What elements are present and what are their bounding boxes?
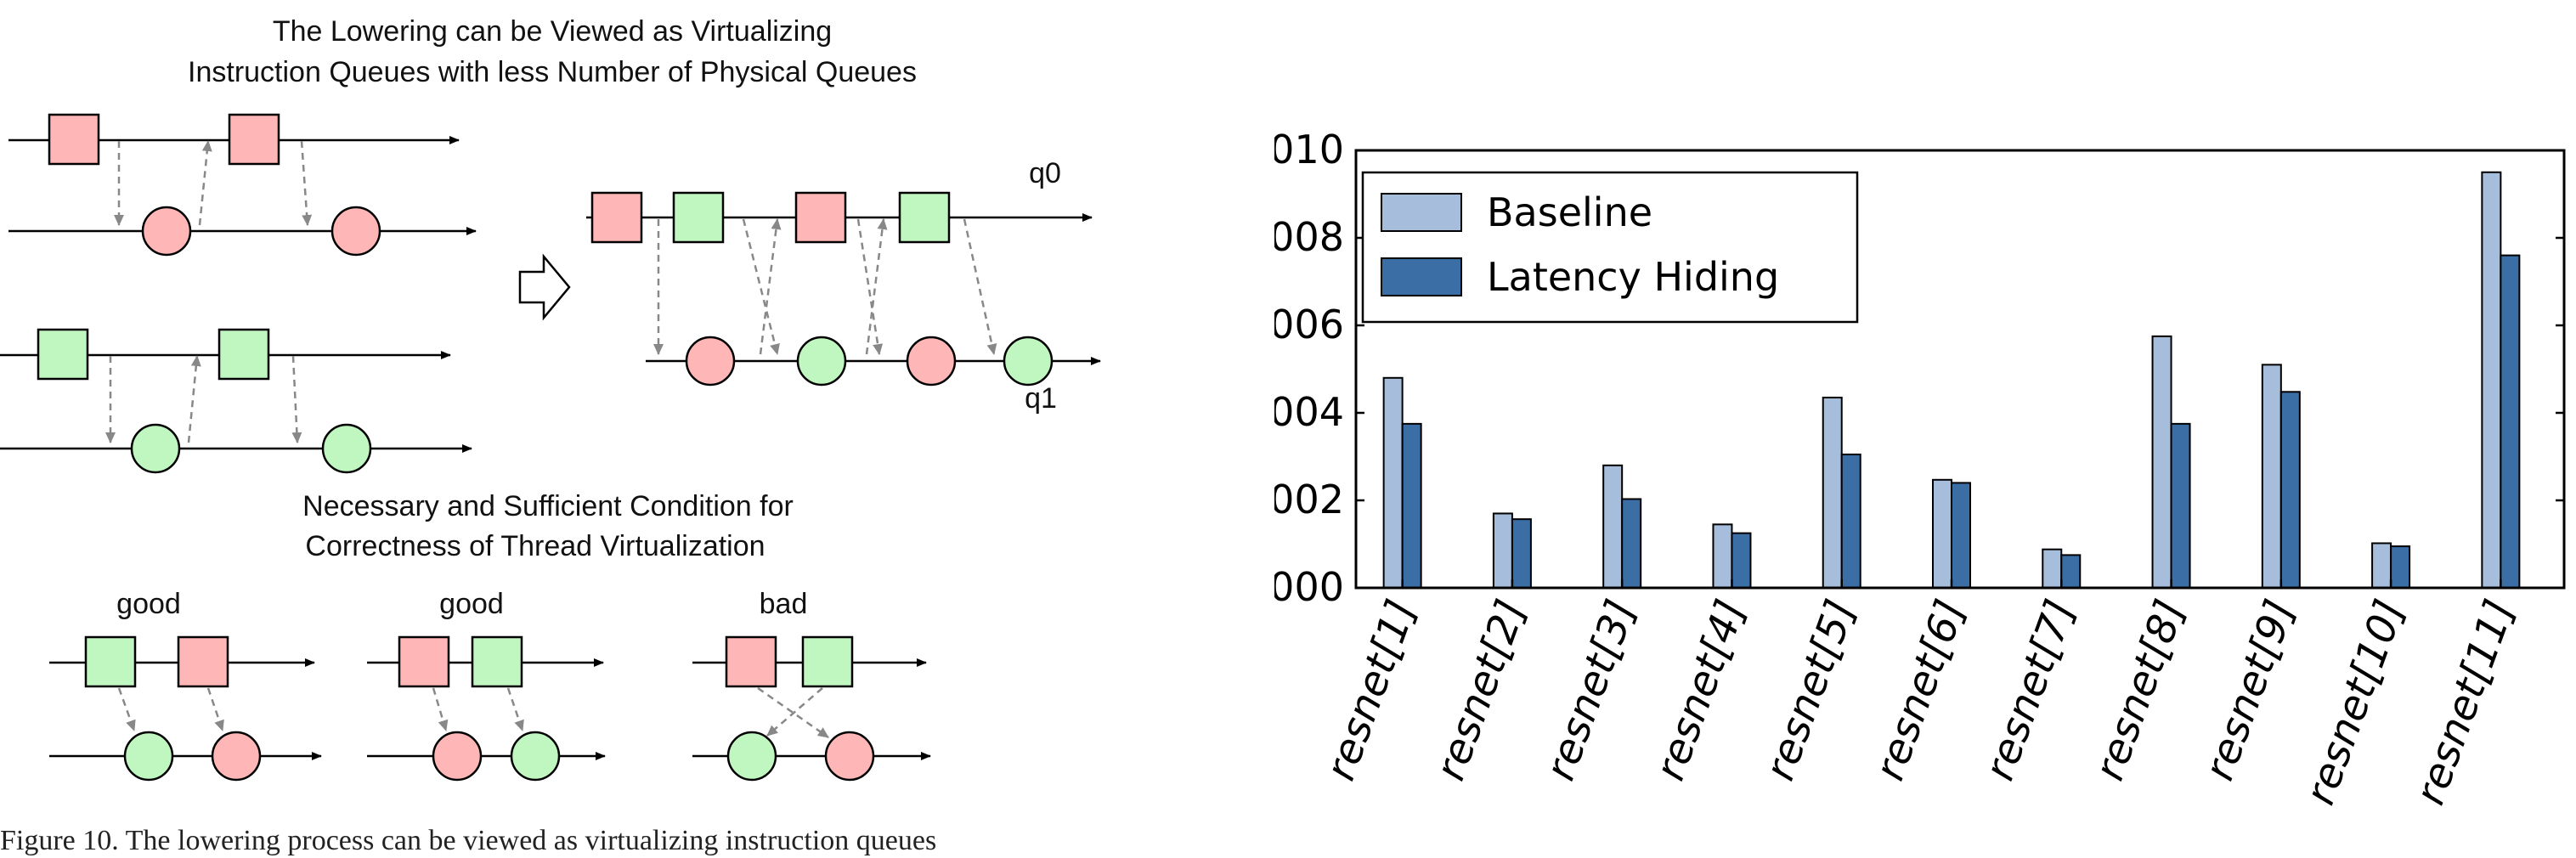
legend-swatch — [1381, 193, 1462, 232]
legend-swatch — [1381, 257, 1462, 296]
y-tick-label: 0.002 — [1274, 477, 1344, 522]
case-label-bad: bad — [760, 588, 808, 620]
bar-baseline — [1822, 396, 1843, 589]
diagram-title-line1: The Lowering can be Viewed as Virtualizi… — [273, 15, 832, 48]
instruction-circle-red — [685, 336, 736, 387]
instruction-circle-red — [906, 336, 957, 387]
instruction-circle-green — [130, 423, 181, 474]
x-tick-label: resnet[7] — [1975, 594, 2084, 787]
dependency-arrows — [105, 355, 302, 443]
y-tick-label: 0.010 — [1274, 127, 1344, 172]
bar-baseline — [1382, 376, 1404, 589]
x-tick-label: resnet[11] — [2406, 594, 2524, 811]
y-tick-label: 0.004 — [1274, 389, 1344, 435]
dependency-arrows — [114, 140, 313, 226]
instruction-square-red — [228, 113, 280, 166]
transform-arrow-icon — [518, 253, 571, 321]
legend-label: Baseline — [1487, 189, 1652, 235]
queue-label-q1: q1 — [1025, 382, 1057, 415]
instruction-square-red — [398, 635, 450, 688]
instruction-circle-green — [796, 336, 847, 387]
bar-latency-hiding — [2390, 545, 2411, 590]
bar-latency-hiding — [2500, 254, 2521, 589]
instruction-square-red — [794, 191, 847, 244]
instruction-circle-red — [330, 206, 381, 257]
x-tick-label: resnet[4] — [1647, 594, 1755, 787]
bar-latency-hiding — [2279, 391, 2301, 589]
bar-latency-hiding — [1511, 518, 1532, 590]
case-label-good-2: good — [439, 588, 504, 620]
plot-frame — [1354, 149, 2566, 590]
x-tick-label: resnet[3] — [1536, 594, 1645, 787]
bar-baseline — [2261, 364, 2282, 589]
instruction-circle-green — [726, 731, 777, 782]
bar-latency-hiding — [1731, 532, 1752, 589]
diagram-title-line2: Instruction Queues with less Number of P… — [188, 56, 917, 88]
bar-baseline — [1932, 478, 1952, 589]
instruction-square-green — [37, 328, 89, 381]
x-tick-label: resnet[8] — [2086, 594, 2195, 787]
dependency-arrows — [432, 687, 524, 731]
condition-title-line1: Necessary and Sufficient Condition for — [302, 490, 794, 522]
bar-baseline — [1712, 523, 1733, 590]
instruction-square-red — [590, 191, 643, 244]
instruction-square-green — [471, 635, 523, 688]
instruction-circle-red — [824, 731, 875, 782]
instruction-square-red — [48, 113, 100, 166]
bar-latency-hiding — [2060, 554, 2082, 589]
x-tick-label: resnet[9] — [2195, 594, 2304, 787]
bar-latency-hiding — [1951, 482, 1971, 590]
x-tick-label: resnet[2] — [1426, 594, 1535, 787]
instruction-square-red — [177, 635, 229, 688]
x-tick-label: resnet[5] — [1756, 594, 1865, 787]
bar-latency-hiding — [1621, 498, 1642, 590]
instruction-circle-red — [141, 206, 192, 257]
case-label-good-1: good — [116, 588, 181, 620]
x-tick-label: resnet[10] — [2296, 594, 2415, 811]
bar-latency-hiding — [2170, 422, 2191, 589]
bar-baseline — [1602, 464, 1624, 589]
bar-baseline — [2371, 542, 2392, 589]
y-tick-label: 0.006 — [1274, 302, 1344, 347]
bar-latency-hiding — [1840, 453, 1861, 589]
y-tick-label: 0.008 — [1274, 214, 1344, 260]
instruction-circle-green — [321, 423, 372, 474]
instruction-circle-red — [211, 731, 262, 782]
bar-latency-hiding — [1401, 422, 1422, 589]
instruction-square-green — [801, 635, 854, 688]
instruction-circle-green — [1003, 336, 1054, 387]
instruction-circle-green — [510, 731, 561, 782]
instruction-circle-green — [123, 731, 174, 782]
instruction-circle-red — [432, 731, 483, 782]
queue-label-q0: q0 — [1029, 157, 1061, 189]
dependency-arrows — [653, 218, 997, 355]
virtualization-diagram: The Lowering can be Viewed as Virtualizi… — [0, 15, 1101, 782]
bar-baseline — [2481, 171, 2502, 589]
x-tick-label: resnet[6] — [1866, 594, 1974, 787]
bar-baseline — [1492, 512, 1513, 590]
instruction-square-green — [672, 191, 725, 244]
dependency-arrows-crossing — [757, 686, 829, 739]
condition-title-line2: Correctness of Thread Virtualization — [305, 530, 765, 562]
inference-time-chart: Inference Time (ms)0.0000.0020.0040.0060… — [1274, 127, 2566, 811]
legend-label: Latency Hiding — [1487, 254, 1779, 300]
instruction-square-red — [725, 635, 777, 688]
instruction-square-green — [84, 635, 137, 688]
bar-baseline — [2042, 548, 2063, 589]
x-tick-label: resnet[1] — [1317, 594, 1426, 787]
y-tick-label: 0.000 — [1274, 564, 1344, 610]
instruction-square-green — [217, 328, 270, 381]
dependency-arrows — [117, 687, 224, 731]
bar-baseline — [2151, 335, 2172, 589]
instruction-square-green — [898, 191, 951, 244]
